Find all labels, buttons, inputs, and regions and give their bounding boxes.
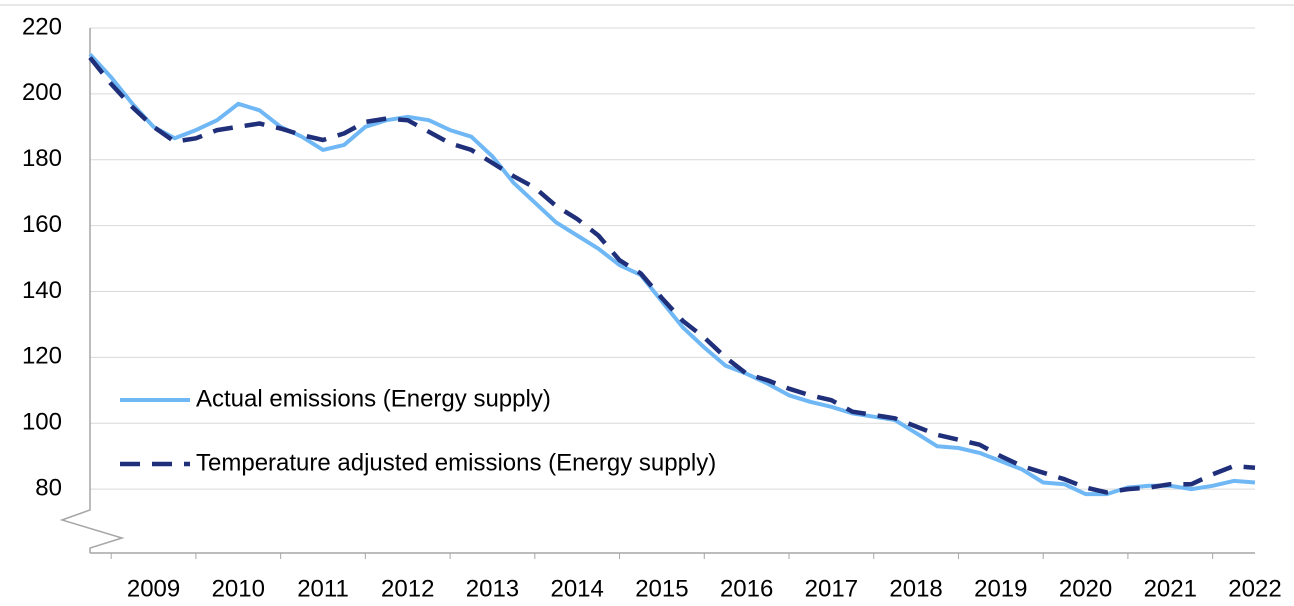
legend-label: Actual emissions (Energy supply) bbox=[196, 385, 551, 412]
x-tick-label: 2015 bbox=[635, 575, 688, 602]
y-tick-label: 160 bbox=[22, 211, 62, 238]
x-tick-label: 2016 bbox=[720, 575, 773, 602]
y-tick-label: 100 bbox=[22, 409, 62, 436]
y-tick-label: 80 bbox=[35, 474, 62, 501]
x-tick-label: 2022 bbox=[1228, 575, 1281, 602]
x-tick-label: 2021 bbox=[1144, 575, 1197, 602]
x-tick-label: 2017 bbox=[805, 575, 858, 602]
y-tick-label: 180 bbox=[22, 145, 62, 172]
x-tick-label: 2010 bbox=[212, 575, 265, 602]
x-tick-label: 2018 bbox=[889, 575, 942, 602]
series-line bbox=[88, 56, 1256, 495]
x-tick-label: 2020 bbox=[1059, 575, 1112, 602]
y-tick-label: 220 bbox=[22, 13, 62, 40]
x-tick-label: 2013 bbox=[466, 575, 519, 602]
x-tick-label: 2019 bbox=[974, 575, 1027, 602]
x-tick-label: 2012 bbox=[381, 575, 434, 602]
y-tick-label: 200 bbox=[22, 79, 62, 106]
y-tick-label: 140 bbox=[22, 277, 62, 304]
x-tick-label: 2009 bbox=[127, 575, 180, 602]
series-line bbox=[88, 53, 1256, 497]
legend-label: Temperature adjusted emissions (Energy s… bbox=[196, 449, 716, 476]
x-tick-label: 2011 bbox=[297, 575, 349, 602]
x-tick-label: 2014 bbox=[550, 575, 603, 602]
y-tick-label: 120 bbox=[22, 343, 62, 370]
y-axis bbox=[59, 28, 125, 553]
